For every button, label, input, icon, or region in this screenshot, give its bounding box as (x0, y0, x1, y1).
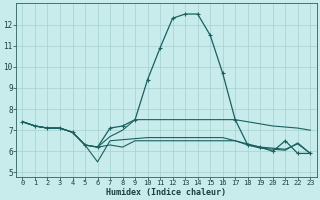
X-axis label: Humidex (Indice chaleur): Humidex (Indice chaleur) (106, 188, 226, 197)
